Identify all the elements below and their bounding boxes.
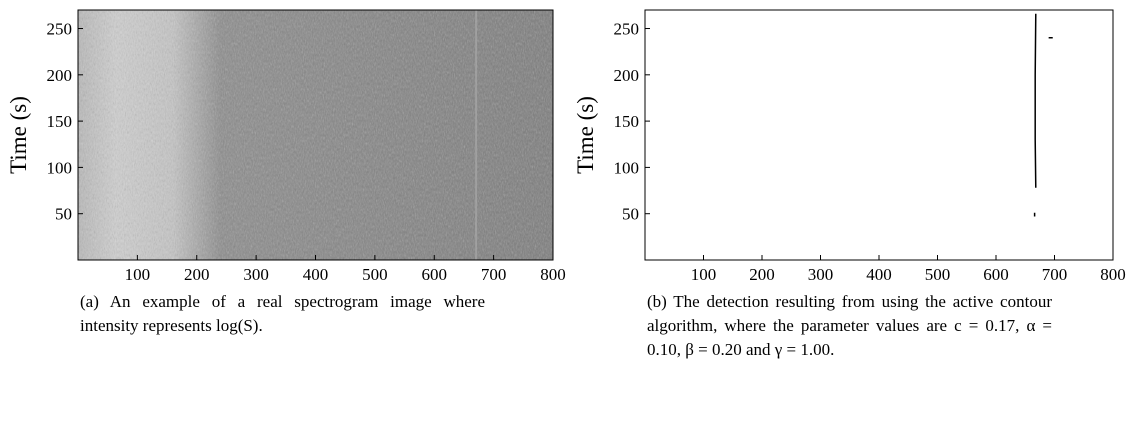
y-tick-label: 50 [55,205,72,224]
x-tick-label: 600 [422,265,448,284]
figure: 100 200 300 400 500 600 700 800 50 100 150 200 250 Fr… [6,9,1126,290]
x-tick-label: 300 [243,265,269,284]
y-tick-label: 100 [614,158,640,177]
x-tick-label: 400 [303,265,329,284]
caption: (b) The detection resulting from using t… [647,292,1052,359]
y-tick-label: 50 [622,205,639,224]
x-tick-label: 100 [125,265,151,284]
y-axis-label: Time (s) [6,96,31,174]
x-tick-label: 700 [1042,265,1068,284]
y-tick-label: 200 [614,66,640,85]
x-tick-label: 500 [362,265,388,284]
y-tick-label: 100 [47,158,73,177]
spectrogram-streak [475,10,478,260]
spectrogram-noise [78,10,553,260]
x-tick-label: 300 [808,265,834,284]
x-tick-label: 600 [983,265,1009,284]
x-tick-label: 400 [866,265,892,284]
x-tick-label: 800 [1100,265,1126,284]
x-tick-label: 700 [481,265,507,284]
y-axis-label: Time (s) [573,96,598,174]
y-tick-label: 200 [47,66,73,85]
x-axis-label: Frequency (Hz) [243,289,388,290]
x-tick-label: 500 [925,265,951,284]
x-axis-label: Frequency (Hz) [807,289,952,290]
y-tick-label: 150 [47,112,73,131]
y-tick-label: 250 [614,20,640,39]
detection-line [1033,13,1053,217]
panel: 100 200 300 400 500 600 700 800 50 100 150 200 250 Fr… [6,9,566,290]
caption: (a) An example of a real spectrogram ima… [80,292,485,335]
panel: 100 200 300 400 500 600 700 800 50 100 150 200 250 Fr… [573,9,1126,290]
y-tick-label: 250 [47,20,73,39]
x-tick-label: 200 [749,265,775,284]
x-tick-label: 200 [184,265,210,284]
x-tick-label: 800 [540,265,566,284]
y-tick-label: 150 [614,112,640,131]
x-tick-label: 100 [691,265,717,284]
plot-frame [644,9,1114,261]
